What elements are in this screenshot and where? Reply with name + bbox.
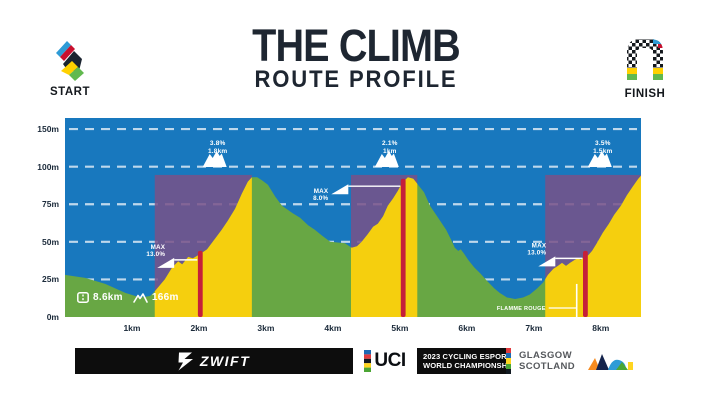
sponsor-bar: ZWIFT UCI 2023 CYCLING ESPORTS WORLD CHA… — [75, 348, 640, 375]
elevation-profile: MAX13.0%MAX8.0%MAX13.0%3.8%1.8km2.1%1km3… — [65, 127, 641, 317]
mountain-icon — [133, 292, 148, 303]
route-stats-badge: 8.6km 166m — [77, 292, 179, 303]
event-line2: WORLD CHAMPIONSHIPS — [423, 361, 520, 370]
x-axis-label: 1km — [123, 323, 141, 333]
svg-text:3.5%: 3.5% — [595, 140, 611, 147]
uci-color-bars-icon — [364, 350, 372, 372]
svg-text:3.8%: 3.8% — [210, 140, 226, 147]
event-panel: 2023 CYCLING ESPORTS WORLD CHAMPIONSHIPS — [417, 348, 520, 374]
elevation-stat: 166m — [133, 292, 179, 303]
svg-text:1.5km: 1.5km — [593, 148, 612, 155]
svg-text:13.0%: 13.0% — [527, 249, 546, 256]
y-axis-label: 0m — [46, 312, 59, 322]
distance-value: 8.6km — [93, 292, 123, 303]
y-axis-label: 100m — [37, 161, 59, 172]
svg-text:MAX: MAX — [532, 242, 547, 249]
start-arch-icon — [52, 38, 88, 87]
finish-arch-icon — [625, 36, 665, 85]
x-axis-label: 3km — [257, 323, 275, 333]
svg-text:13.0%: 13.0% — [146, 251, 165, 258]
svg-text:1km: 1km — [383, 148, 397, 155]
page-subtitle: ROUTE PROFILE — [254, 66, 458, 93]
uci-panel: UCI — [353, 348, 417, 374]
uci-stripes-divider — [506, 348, 511, 375]
start-label: START — [50, 86, 90, 98]
svg-text:2.1%: 2.1% — [382, 140, 398, 147]
svg-text:8.0%: 8.0% — [313, 195, 328, 202]
zwift-wordmark: ZWIFT — [199, 353, 251, 369]
elevation-value: 166m — [151, 292, 179, 303]
page-title: THE CLIMB — [252, 20, 461, 71]
road-icon — [77, 292, 89, 303]
x-axis-label: 2km — [190, 323, 208, 333]
y-axis-label: 25m — [41, 274, 59, 285]
x-axis-label: 4km — [324, 323, 342, 333]
y-axis-label: 150m — [37, 124, 59, 135]
svg-text:MAX: MAX — [151, 244, 166, 251]
svg-text:MAX: MAX — [314, 188, 329, 195]
y-axis-label: 50m — [41, 236, 59, 247]
x-axis-label: 5km — [391, 323, 409, 333]
event-line1: 2023 CYCLING ESPORTS — [423, 351, 517, 361]
location-line2: SCOTLAND — [519, 361, 575, 372]
route-profile-chart: MAX 13.0% MAX 8.0% MAX 13.0% 3.8% 1.8km 2.1% 1km 3… — [37, 118, 641, 333]
uci-wordmark: UCI — [374, 350, 406, 371]
location-line1: GLASGOW — [519, 350, 572, 361]
finish-label: FINISH — [624, 88, 666, 100]
x-axis-label: 6km — [458, 323, 476, 333]
y-axis-label: 75m — [41, 199, 59, 210]
x-axis-label: 8km — [592, 323, 610, 333]
zwift-panel: ZWIFT — [75, 348, 353, 374]
glasgow-2023-logo — [588, 354, 633, 370]
x-axis-label: 7km — [525, 323, 543, 333]
distance-stat: 8.6km — [77, 292, 123, 303]
svg-text:1.8km: 1.8km — [208, 148, 227, 155]
glasgow-panel: GLASGOW SCOTLAND — [511, 348, 640, 374]
zwift-logo-icon — [178, 352, 193, 370]
svg-text:FLAMME ROUGE: FLAMME ROUGE — [497, 306, 546, 312]
